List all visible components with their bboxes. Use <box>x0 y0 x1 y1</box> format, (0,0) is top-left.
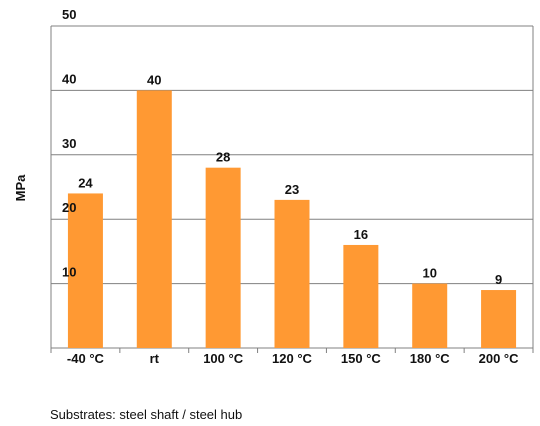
bar <box>274 199 310 348</box>
x-category-label: 180 °C <box>410 351 451 366</box>
x-category-label: -40 °C <box>67 351 105 366</box>
y-tick-label: 20 <box>62 200 76 215</box>
y-tick-label: 40 <box>62 71 76 86</box>
x-category-label: 150 °C <box>341 351 382 366</box>
bar <box>205 167 241 348</box>
data-label: 40 <box>147 72 161 87</box>
data-label: 9 <box>495 272 502 287</box>
x-category-labels: -40 °C rt 100 °C 120 °C 150 °C 180 °C 200 °C <box>67 351 519 366</box>
x-category-label: 100 °C <box>203 351 244 366</box>
data-label: 16 <box>354 227 368 242</box>
data-label: 28 <box>216 150 230 165</box>
bar <box>412 283 448 348</box>
data-label: 23 <box>285 182 299 197</box>
bar <box>67 193 103 348</box>
y-tick-label: 10 <box>62 265 76 280</box>
bars <box>67 90 517 349</box>
substrates-note: Substrates: steel shaft / steel hub <box>50 407 243 422</box>
x-category-label: 200 °C <box>479 351 520 366</box>
x-category-label: rt <box>150 351 160 366</box>
data-labels: 24 40 28 23 16 10 9 <box>78 72 502 287</box>
gridlines <box>51 25 533 285</box>
y-tick-label: 50 <box>62 7 76 22</box>
y-tick-labels: 10 20 30 40 50 <box>62 7 76 280</box>
data-label: 24 <box>78 175 93 190</box>
bar <box>136 90 172 349</box>
axes <box>50 26 534 353</box>
bar <box>343 244 379 348</box>
bar <box>481 290 517 348</box>
x-category-label: 120 °C <box>272 351 313 366</box>
y-tick-label: 30 <box>62 136 76 151</box>
y-axis-label: MPa <box>13 174 28 202</box>
data-label: 10 <box>422 266 436 281</box>
